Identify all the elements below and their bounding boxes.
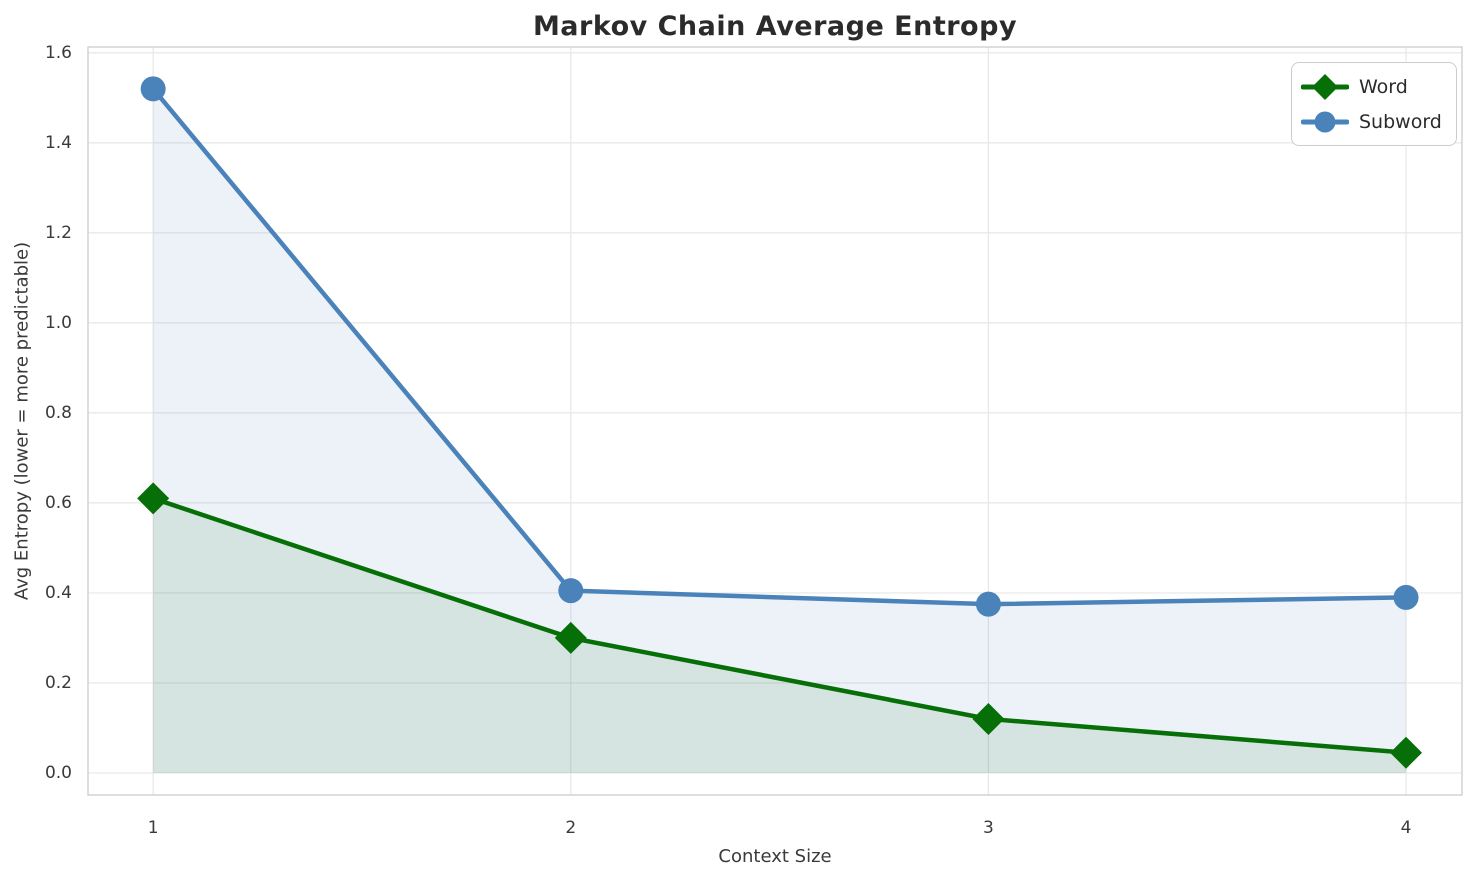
word-marker (137, 482, 170, 515)
subword-marker (140, 76, 166, 102)
subword-legend-marker (1314, 111, 1336, 132)
x-tick-label: 2 (565, 818, 577, 838)
legend-label-subword: Subword (1359, 110, 1442, 133)
x-tick-label: 1 (147, 818, 159, 838)
chart-title: Markov Chain Average Entropy (532, 11, 1018, 42)
x-tick-label: 3 (982, 818, 994, 838)
y-tick-label: 1.6 (44, 42, 72, 63)
y-tick-label: 0.0 (44, 762, 72, 783)
y-tick-label: 1.4 (44, 132, 72, 153)
legend-label-word: Word (1359, 75, 1408, 98)
word-area-fill (153, 498, 1407, 773)
word-legend-marker-icon (1301, 73, 1349, 100)
y-tick-label: 0.8 (44, 402, 72, 423)
word-marker (972, 702, 1005, 735)
subword-area-fill (153, 88, 1407, 773)
y-tick-label: 0.2 (44, 672, 72, 693)
word-marker (554, 621, 587, 654)
plot-border (87, 46, 1463, 796)
subword-legend-marker-icon (1301, 111, 1349, 132)
word-line (150, 496, 1409, 755)
subword-marker (975, 591, 1001, 617)
word-marker (1390, 736, 1423, 769)
y-tick-label: 1.2 (44, 222, 72, 243)
y-tick-label: 1.0 (44, 312, 72, 333)
y-tick-label: 0.6 (44, 492, 72, 513)
word-legend-marker (1312, 73, 1338, 100)
subword-line (150, 86, 1409, 607)
subword-marker (558, 578, 584, 604)
x-axis-label: Context Size (718, 846, 832, 867)
legend-item-subword: Subword (1301, 105, 1442, 138)
y-tick-label: 0.4 (44, 582, 72, 603)
x-tick-label: 4 (1400, 818, 1412, 838)
legend: Word Subword (1291, 62, 1457, 146)
legend-item-word: Word (1301, 70, 1442, 103)
subword-marker (1393, 584, 1419, 610)
